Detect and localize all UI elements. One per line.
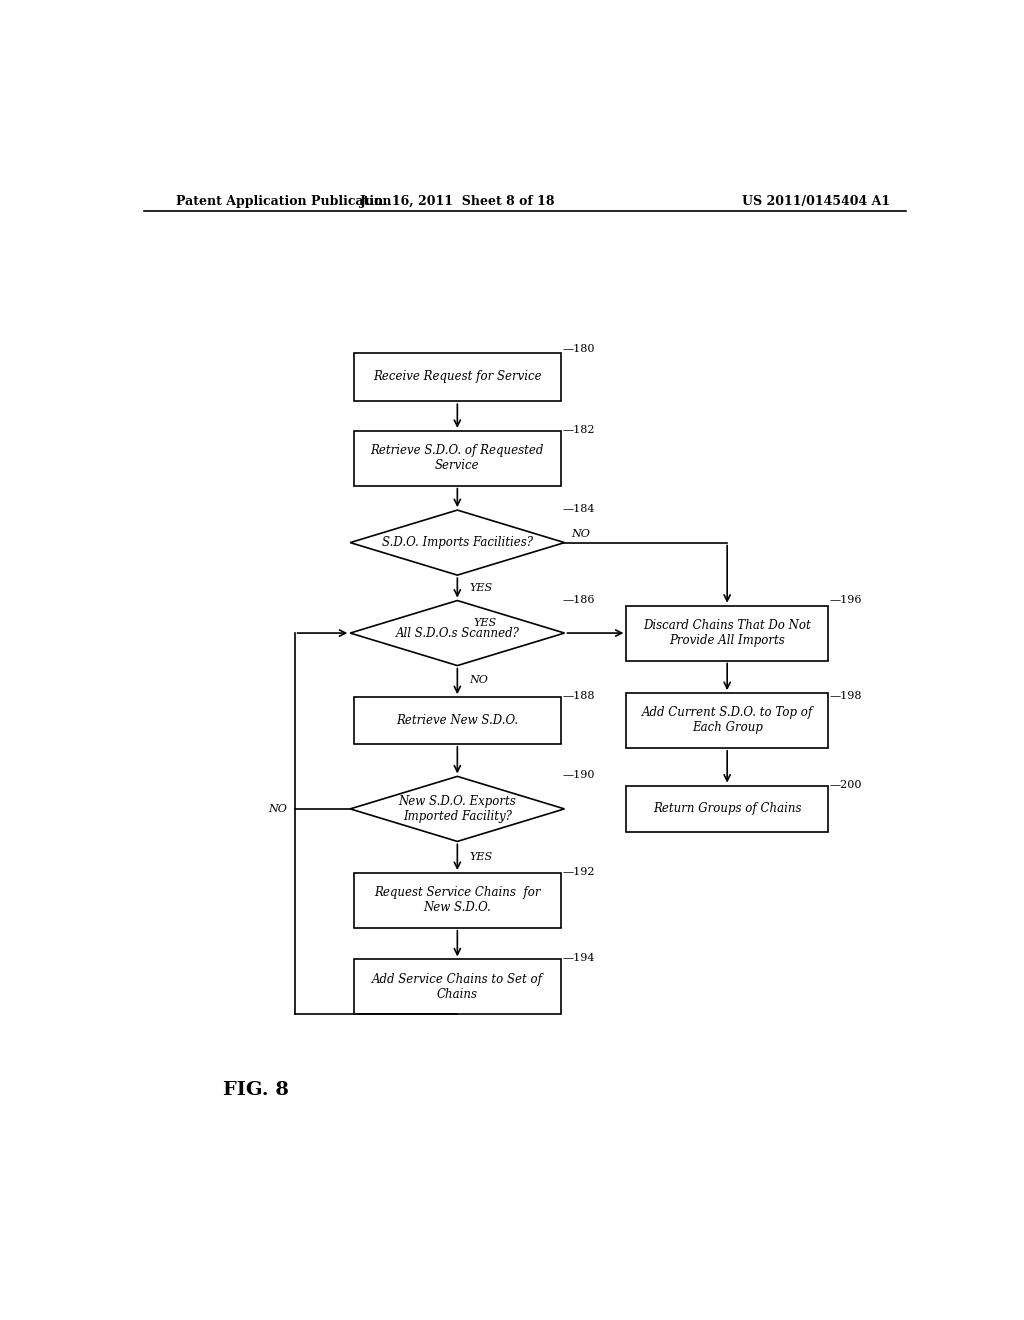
Polygon shape (350, 776, 564, 841)
FancyBboxPatch shape (354, 352, 560, 401)
FancyBboxPatch shape (626, 785, 828, 833)
Polygon shape (350, 601, 564, 665)
FancyBboxPatch shape (354, 430, 560, 486)
Text: Retrieve S.D.O. of Requested
Service: Retrieve S.D.O. of Requested Service (371, 445, 544, 473)
Text: Jun. 16, 2011  Sheet 8 of 18: Jun. 16, 2011 Sheet 8 of 18 (359, 194, 555, 207)
Text: —200: —200 (829, 780, 862, 789)
FancyBboxPatch shape (626, 693, 828, 748)
Text: —188: —188 (562, 692, 595, 701)
Text: US 2011/0145404 A1: US 2011/0145404 A1 (741, 194, 890, 207)
Text: All S.D.O.s Scanned?: All S.D.O.s Scanned? (395, 627, 519, 640)
FancyBboxPatch shape (354, 697, 560, 744)
Text: New S.D.O. Exports
Imported Facility?: New S.D.O. Exports Imported Facility? (398, 795, 516, 822)
Text: Receive Request for Service: Receive Request for Service (373, 371, 542, 383)
Text: —192: —192 (562, 867, 595, 876)
Text: —186: —186 (562, 594, 595, 605)
Text: FIG. 8: FIG. 8 (223, 1081, 289, 1100)
Text: —180: —180 (562, 345, 595, 355)
Text: Add Service Chains to Set of
Chains: Add Service Chains to Set of Chains (372, 973, 543, 1001)
Text: —196: —196 (829, 594, 862, 605)
Text: YES: YES (473, 618, 497, 628)
Text: Discard Chains That Do Not
Provide All Imports: Discard Chains That Do Not Provide All I… (643, 619, 811, 647)
Text: —194: —194 (562, 953, 595, 964)
Text: NO: NO (469, 675, 488, 685)
Text: S.D.O. Imports Facilities?: S.D.O. Imports Facilities? (382, 536, 532, 549)
Text: YES: YES (469, 851, 493, 862)
Text: Retrieve New S.D.O.: Retrieve New S.D.O. (396, 714, 518, 727)
Text: —182: —182 (562, 425, 595, 434)
Text: Patent Application Publication: Patent Application Publication (176, 194, 391, 207)
Text: NO: NO (268, 804, 287, 814)
Text: —190: —190 (562, 771, 595, 780)
FancyBboxPatch shape (626, 606, 828, 660)
Text: Return Groups of Chains: Return Groups of Chains (653, 803, 802, 816)
Text: Add Current S.D.O. to Top of
Each Group: Add Current S.D.O. to Top of Each Group (642, 706, 813, 734)
Polygon shape (350, 510, 564, 576)
Text: YES: YES (469, 583, 493, 593)
Text: —184: —184 (562, 504, 595, 513)
Text: NO: NO (570, 529, 590, 540)
Text: —198: —198 (829, 692, 862, 701)
FancyBboxPatch shape (354, 873, 560, 928)
FancyBboxPatch shape (354, 960, 560, 1014)
Text: Request Service Chains  for
New S.D.O.: Request Service Chains for New S.D.O. (374, 886, 541, 915)
